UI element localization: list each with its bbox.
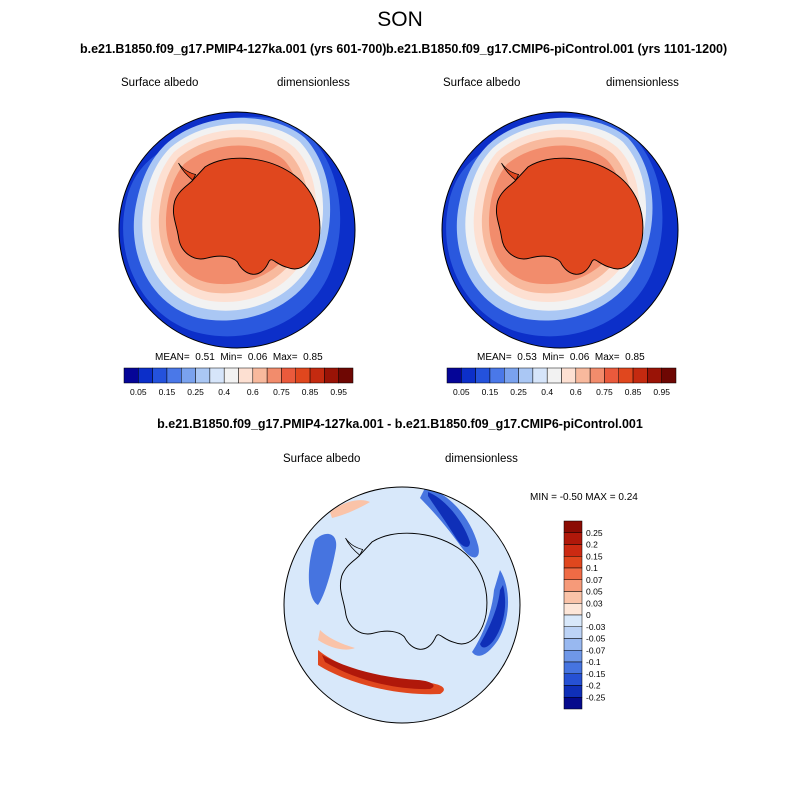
colorbar-swatch (563, 532, 583, 545)
colorbar-swatch (563, 603, 583, 616)
colorbar-swatch (563, 544, 583, 557)
diff-colorbar: 0.250.20.150.10.070.050.030-0.03-0.05-0.… (563, 520, 606, 710)
colorbar-swatch (604, 367, 619, 384)
panel2-units-label: dimensionless (606, 77, 679, 89)
panel1-units-label: dimensionless (277, 77, 350, 89)
colorbar-swatch (563, 661, 583, 674)
colorbar-tick-label: 0.85 (302, 387, 319, 397)
panel1-case-title: b.e21.B1850.f09_g17.PMIP4-127ka.001 (yrs… (80, 42, 387, 56)
colorbar-tick-label: 0.07 (586, 575, 603, 585)
colorbar-swatch (324, 367, 339, 384)
colorbar-tick-label: 0.25 (510, 387, 527, 397)
colorbar-swatch (575, 367, 591, 384)
colorbar-swatch (266, 367, 282, 384)
colorbar-tick-label: 0.15 (586, 551, 603, 561)
colorbar-tick-label: -0.03 (586, 622, 606, 632)
panel2-variable-label: Surface albedo (443, 77, 521, 89)
diff-variable-label: Surface albedo (283, 453, 361, 465)
colorbar-tick-label: 0.25 (586, 528, 603, 538)
diff-title: b.e21.B1850.f09_g17.PMIP4-127ka.001 - b.… (157, 417, 643, 431)
colorbar-swatch (563, 697, 583, 710)
colorbar-swatch (475, 367, 491, 384)
colorbar-swatch (563, 579, 583, 592)
panel2-stats: MEAN= 0.53 Min= 0.06 Max= 0.85 (477, 352, 645, 363)
colorbar-swatch (295, 367, 311, 384)
colorbar-swatch (563, 685, 583, 698)
colorbar-swatch (563, 650, 583, 663)
colorbar-swatch (632, 367, 648, 384)
colorbar-swatch (504, 367, 519, 384)
panel2-colorbar: 0.05 0.15 0.25 0.4 0.6 0.75 0.85 0.95 (446, 367, 677, 397)
colorbar-tick-label: 0.1 (586, 563, 598, 573)
colorbar-swatch (489, 367, 505, 384)
colorbar-tick-label: 0.75 (596, 387, 613, 397)
colorbar-tick-label: 0.4 (218, 387, 230, 397)
colorbar-swatch (461, 367, 476, 384)
colorbar-swatch (618, 367, 634, 384)
panel2-case-title: b.e21.B1850.f09_g17.CMIP6-piControl.001 … (386, 42, 728, 56)
colorbar-tick-label: 0.05 (130, 387, 147, 397)
panel1-colorbar: 0.05 0.15 0.25 0.4 0.6 0.75 0.85 0.95 (123, 367, 354, 397)
diff-map (283, 486, 521, 724)
colorbar-tick-label: 0.95 (653, 387, 670, 397)
panel1-stats: MEAN= 0.51 Min= 0.06 Max= 0.85 (155, 352, 323, 363)
colorbar-tick-label: 0.95 (330, 387, 347, 397)
figure-title: SON (377, 8, 423, 31)
colorbar-swatch (589, 367, 605, 384)
colorbar-swatch (647, 367, 662, 384)
colorbar-tick-label: 0.6 (570, 387, 582, 397)
colorbar-tick-label: 0.15 (159, 387, 176, 397)
colorbar-swatch (223, 367, 239, 384)
colorbar-tick-label: -0.07 (586, 645, 606, 655)
colorbar-tick-label: 0.2 (586, 540, 598, 550)
colorbar-swatch (532, 367, 548, 384)
colorbar-tick-label: 0.05 (586, 587, 603, 597)
colorbar-swatch (563, 673, 583, 686)
colorbar-tick-label: 0.6 (247, 387, 259, 397)
colorbar-tick-label: 0.15 (482, 387, 499, 397)
colorbar-swatch (518, 367, 534, 384)
colorbar-swatch (563, 638, 583, 651)
diff-units-label: dimensionless (445, 453, 518, 465)
colorbar-tick-label: -0.15 (586, 669, 606, 679)
colorbar-swatch (123, 367, 139, 384)
colorbar-swatch (166, 367, 182, 384)
colorbar-tick-label: 0.25 (187, 387, 204, 397)
colorbar-swatch (152, 367, 168, 384)
panel1-map (118, 111, 356, 349)
colorbar-swatch (281, 367, 296, 384)
colorbar-tick-label: 0.05 (453, 387, 470, 397)
colorbar-swatch (661, 367, 677, 384)
colorbar-tick-label: 0 (586, 610, 591, 620)
colorbar-swatch (563, 567, 583, 580)
colorbar-swatch (446, 367, 462, 384)
colorbar-swatch (563, 614, 583, 627)
colorbar-swatch (195, 367, 211, 384)
colorbar-tick-label: 0.03 (586, 598, 603, 608)
colorbar-swatch (563, 520, 583, 533)
colorbar-swatch (252, 367, 268, 384)
colorbar-tick-label: -0.25 (586, 692, 606, 702)
colorbar-swatch (561, 367, 577, 384)
colorbar-swatch (209, 367, 225, 384)
colorbar-swatch (138, 367, 153, 384)
colorbar-swatch (238, 367, 254, 384)
colorbar-swatch (563, 556, 583, 569)
colorbar-tick-label: -0.05 (586, 634, 606, 644)
colorbar-tick-label: 0.4 (541, 387, 553, 397)
panel1-variable-label: Surface albedo (121, 77, 199, 89)
colorbar-swatch (338, 367, 354, 384)
colorbar-swatch (563, 591, 583, 604)
colorbar-swatch (309, 367, 325, 384)
colorbar-tick-label: -0.1 (586, 657, 601, 667)
panel2-map (441, 111, 679, 349)
colorbar-swatch (546, 367, 562, 384)
colorbar-tick-label: -0.2 (586, 681, 601, 691)
diff-stats: MIN = -0.50 MAX = 0.24 (530, 492, 638, 503)
colorbar-swatch (181, 367, 196, 384)
colorbar-swatch (563, 626, 583, 639)
colorbar-tick-label: 0.85 (625, 387, 642, 397)
colorbar-tick-label: 0.75 (273, 387, 290, 397)
